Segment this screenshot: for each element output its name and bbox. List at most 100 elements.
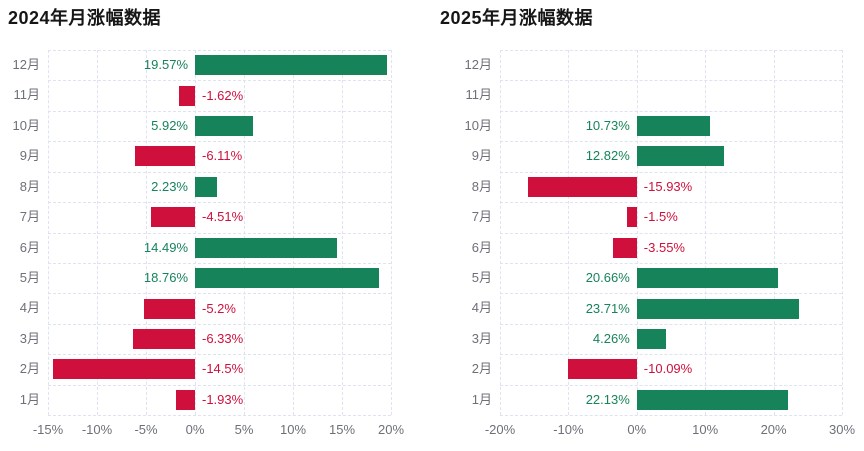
y-axis-month-label: 12月 <box>464 57 492 72</box>
gridline-horizontal <box>48 171 391 173</box>
x-axis-tick-label: 30% <box>828 422 856 437</box>
value-label: 14.49% <box>143 239 188 255</box>
bar-3月[interactable] <box>132 328 195 349</box>
y-axis-month-label: 2月 <box>471 361 492 377</box>
value-label: -1.5% <box>643 209 678 225</box>
value-label: 10.73% <box>585 118 630 134</box>
chart-title-2024: 2024年月涨幅数据 <box>8 8 162 28</box>
x-axis-tick-label: -5% <box>134 422 158 437</box>
value-label: 20.66% <box>585 270 630 286</box>
gridline-horizontal <box>500 110 842 112</box>
bar-3月[interactable] <box>636 328 666 349</box>
gridline-vertical <box>391 50 392 415</box>
y-axis-month-label: 8月 <box>19 178 40 194</box>
gridline-horizontal <box>48 262 391 264</box>
y-axis-month-label: 8月 <box>471 178 492 194</box>
bar-5月[interactable] <box>636 268 779 289</box>
bar-4月[interactable] <box>636 298 799 319</box>
value-label: 12.82% <box>585 148 630 164</box>
y-axis-month-label: 6月 <box>19 239 40 255</box>
value-label: -15.93% <box>643 178 693 194</box>
value-label: -6.11% <box>202 148 243 164</box>
bar-chart-2024: -15% -10% -5% 0% 5% 10% 15% 20% 12月 19.57% 11月 -1.6… <box>12 50 405 437</box>
bar-8月[interactable] <box>527 176 637 197</box>
gridline-horizontal <box>48 293 391 295</box>
bar-7月[interactable] <box>626 207 637 228</box>
value-label: -14.5% <box>202 361 244 377</box>
value-label: 5.92% <box>151 118 188 134</box>
bar-2月[interactable] <box>567 359 637 380</box>
y-axis-month-label: 5月 <box>471 269 492 285</box>
bar-4月[interactable] <box>144 298 195 319</box>
gridline-horizontal <box>500 232 842 234</box>
value-label: 4.26% <box>592 330 630 346</box>
chart-2024-panel: 2024年月涨幅数据 -15% -10% -5% 0% 5% 10% 15% 20% 12月 19… <box>8 8 405 437</box>
y-axis-month-label: 1月 <box>471 391 492 407</box>
x-axis-tick-label: 20% <box>377 422 405 437</box>
gridline-horizontal <box>48 232 391 234</box>
y-axis-month-label: 2月 <box>19 361 40 377</box>
bar-9月[interactable] <box>636 146 725 167</box>
gridline-horizontal <box>500 293 842 295</box>
gridline-horizontal <box>500 384 842 386</box>
gridline-horizontal <box>48 50 391 51</box>
y-axis-month-label: 10月 <box>12 117 40 133</box>
bar-2月[interactable] <box>52 359 195 380</box>
x-axis-tick-label: -15% <box>32 422 64 437</box>
bar-7月[interactable] <box>150 207 195 228</box>
x-axis-tick-label: 20% <box>760 422 787 437</box>
gridline-horizontal <box>500 141 842 143</box>
x-axis-tick-label: 10% <box>692 422 719 437</box>
value-label: 18.76% <box>143 270 188 286</box>
y-axis-month-label: 9月 <box>471 148 492 164</box>
bar-1月[interactable] <box>636 389 789 410</box>
gridline-horizontal <box>48 323 391 325</box>
y-axis-month-label: 4月 <box>19 300 40 316</box>
gridline-horizontal <box>500 50 842 51</box>
x-axis-tick-label: 10% <box>279 422 307 437</box>
value-label: 22.13% <box>585 391 630 407</box>
bar-6月[interactable] <box>612 237 637 258</box>
y-axis-month-label: 4月 <box>471 300 492 316</box>
bar-chart-2025: -20% -10% 0% 10% 20% 30% 12月 11月 10月 10.73% 9月 12.8… <box>432 0 864 451</box>
gridline-horizontal <box>48 415 391 416</box>
y-axis-month-label: 11月 <box>465 87 493 103</box>
x-axis-tick-label: 0% <box>185 422 205 437</box>
bar-8月[interactable] <box>195 176 217 197</box>
x-axis-tick-label: 15% <box>328 422 356 437</box>
bar-5月[interactable] <box>195 268 379 289</box>
y-axis-month-label: 7月 <box>471 209 492 225</box>
gridline-horizontal <box>500 171 842 173</box>
value-label: -5.2% <box>202 300 236 316</box>
gridline-horizontal <box>48 384 391 386</box>
value-label: -4.51% <box>202 209 244 225</box>
bar-11月[interactable] <box>179 85 195 106</box>
y-axis-month-label: 1月 <box>19 391 40 407</box>
gridline-vertical <box>842 50 843 415</box>
y-axis-month-label: 6月 <box>471 239 492 255</box>
gridline-horizontal <box>48 80 391 82</box>
chart-title-2025: 2025年月涨幅数据 <box>440 8 594 28</box>
bar-10月[interactable] <box>195 116 254 137</box>
value-label: -10.09% <box>643 361 693 377</box>
bar-1月[interactable] <box>176 389 195 410</box>
y-axis-month-label: 7月 <box>19 209 40 225</box>
bar-12月[interactable] <box>195 55 387 76</box>
chart-2025-panel: 2025年月涨幅数据 -20% -10% 0% 10% 20% 30% 12月 11月 10月 1… <box>432 0 864 451</box>
gridline-horizontal <box>48 110 391 112</box>
y-axis-month-label: 9月 <box>19 148 40 164</box>
y-axis-month-label: 11月 <box>13 87 41 103</box>
bar-9月[interactable] <box>135 146 195 167</box>
gridline-horizontal <box>48 202 391 204</box>
gridline-horizontal <box>500 354 842 356</box>
x-axis-tick-label: -10% <box>81 422 113 437</box>
gridline-horizontal <box>48 354 391 356</box>
x-axis-tick-label: -10% <box>553 422 584 437</box>
bar-10月[interactable] <box>636 116 711 137</box>
y-axis-month-label: 12月 <box>12 57 40 72</box>
y-axis-month-label: 3月 <box>471 330 492 346</box>
x-axis-tick-label: -20% <box>484 422 516 437</box>
bar-6月[interactable] <box>195 237 337 258</box>
value-label: -1.62% <box>202 87 244 103</box>
